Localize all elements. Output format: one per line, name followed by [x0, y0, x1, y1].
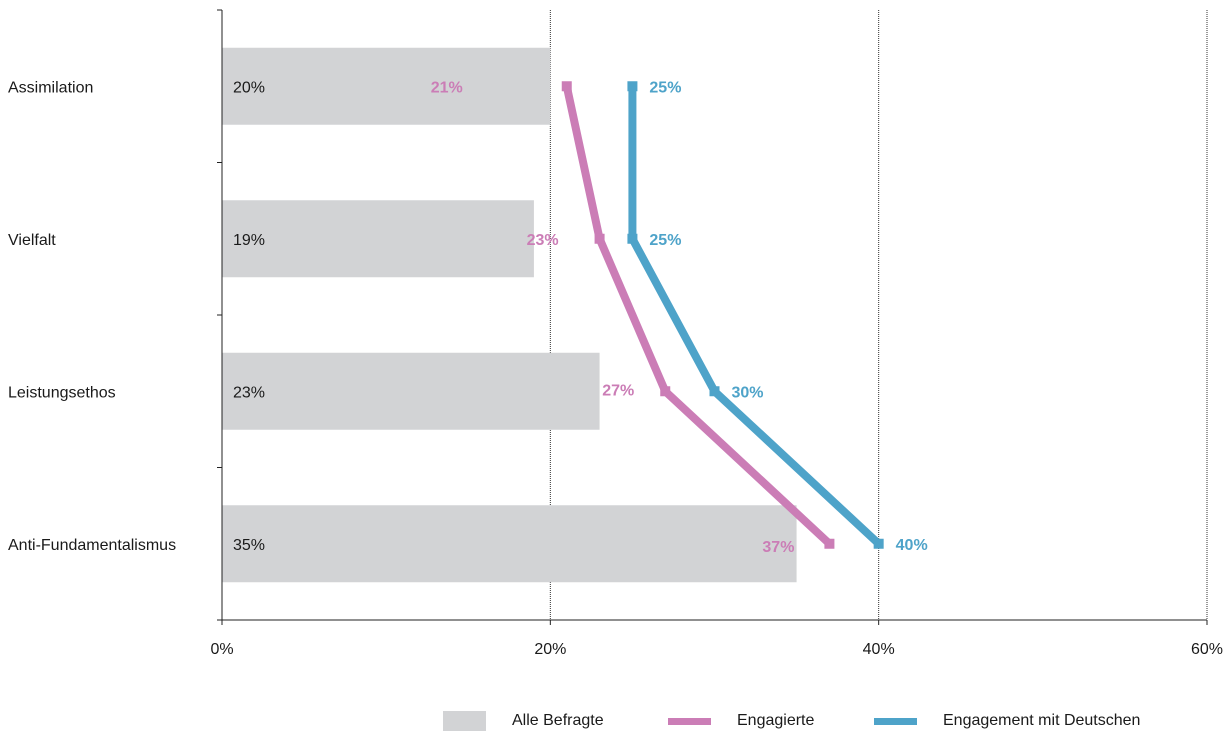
x-tick-label-60: 60%: [1191, 641, 1223, 658]
marker-engagierte-vielfalt: [594, 233, 605, 244]
axes: 0% 20% 40% 60% Assimilation Vielfalt Leistungs…: [8, 9, 1223, 658]
marker-engagement-mit-deutschen-leistungsethos: [709, 386, 720, 397]
series-lines: [561, 81, 884, 549]
bar-label-anti-fundamentalismus: 35%: [233, 537, 265, 554]
label-engagierte-anti-fundamentalismus: 37%: [762, 539, 794, 556]
label-engagierte-vielfalt: 23%: [527, 232, 559, 249]
label-engagement-mit-deutschen-anti-fundamentalismus: 40%: [896, 537, 928, 554]
label-engagement-mit-deutschen-assimilation: 25%: [649, 79, 681, 96]
bar-leistungsethos: [222, 352, 600, 430]
bar-anti-fundamentalismus: [222, 505, 797, 583]
marker-engagierte-leistungsethos: [660, 386, 671, 397]
legend-item-engagement-mit-deutschen: Engagement mit Deutschen: [874, 709, 1140, 733]
label-engagement-mit-deutschen-leistungsethos: 30%: [732, 384, 764, 401]
x-tick-label-40: 40%: [863, 641, 895, 658]
label-engagierte-leistungsethos: 27%: [602, 382, 634, 399]
data-labels: 20% 19% 23% 35% 21% 23% 27% 37% 25% 25% 30% 40%: [233, 79, 928, 556]
bar-vielfalt: [222, 200, 534, 278]
bar-label-vielfalt: 19%: [233, 232, 265, 249]
legend-label-alle-befragte: Alle Befragte: [512, 712, 604, 729]
category-label-vielfalt: Vielfalt: [8, 232, 56, 249]
marker-engagierte-anti-fundamentalismus: [824, 538, 835, 549]
bar-label-assimilation: 20%: [233, 79, 265, 96]
label-engagierte-assimilation: 21%: [431, 79, 463, 96]
legend-label-engagierte: Engagierte: [737, 712, 815, 729]
legend-item-engagierte: Engagierte: [668, 709, 814, 733]
marker-engagement-mit-deutschen-anti-fundamentalismus: [873, 538, 884, 549]
marker-engagierte-assimilation: [561, 81, 572, 92]
bar-label-leistungsethos: 23%: [233, 384, 265, 401]
legend: Alle Befragte Engagierte Engagement mit …: [0, 709, 1229, 733]
legend-swatch-alle-befragte: [443, 711, 486, 731]
x-tick-label-0: 0%: [210, 641, 233, 658]
category-label-anti-fundamentalismus: Anti-Fundamentalismus: [8, 537, 176, 554]
chart: 0% 20% 40% 60% Assimilation Vielfalt Leistungs…: [8, 9, 1223, 658]
legend-item-alle-befragte: Alle Befragte: [443, 709, 604, 733]
category-label-leistungsethos: Leistungsethos: [8, 384, 116, 401]
line-engagierte: [562, 85, 833, 547]
bar-assimilation: [222, 47, 551, 125]
category-label-assimilation: Assimilation: [8, 79, 93, 96]
legend-label-engagement-mit-deutschen: Engagement mit Deutschen: [943, 712, 1141, 729]
label-engagement-mit-deutschen-vielfalt: 25%: [649, 232, 681, 249]
bars-alle-befragte: [222, 47, 797, 583]
legend-swatch-engagement-mit-deutschen: [874, 717, 917, 725]
legend-swatch-engagierte: [668, 717, 711, 725]
marker-engagement-mit-deutschen-assimilation: [627, 81, 638, 92]
line-engagement-mit-deutschen: [628, 86, 882, 547]
x-tick-label-20: 20%: [534, 641, 566, 658]
marker-engagement-mit-deutschen-vielfalt: [627, 233, 638, 244]
